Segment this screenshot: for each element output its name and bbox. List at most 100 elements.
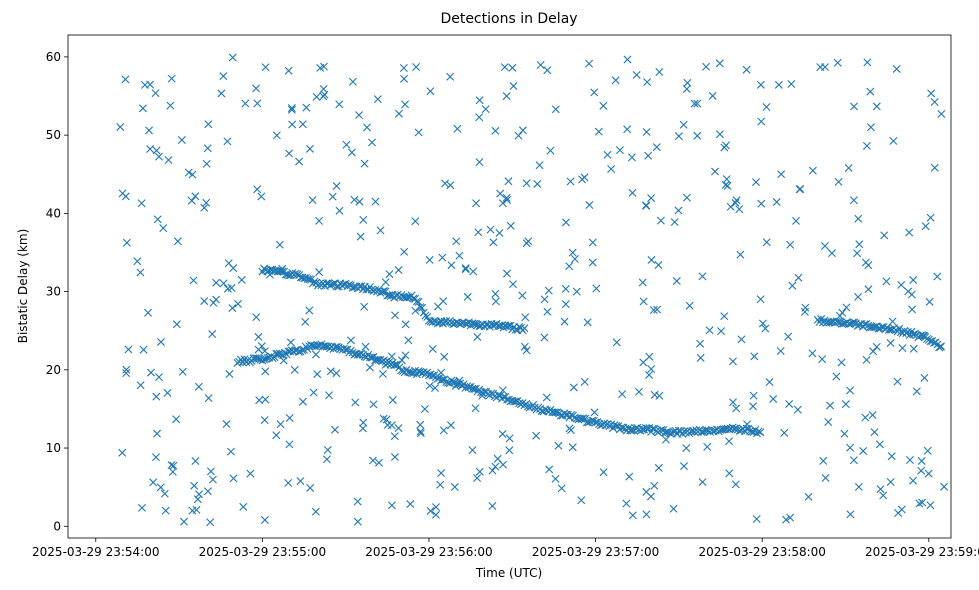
scatter-point xyxy=(146,145,155,154)
scatter-point xyxy=(411,217,420,226)
scatter-point xyxy=(915,499,924,508)
scatter-point xyxy=(401,320,410,329)
scatter-point xyxy=(930,163,939,172)
scatter-point xyxy=(446,421,455,430)
scatter-point xyxy=(735,205,744,214)
scatter-point xyxy=(193,495,202,504)
scatter-point xyxy=(190,481,199,490)
scatter-point xyxy=(794,273,803,282)
scatter-point xyxy=(544,286,553,295)
scatter-point xyxy=(502,269,511,278)
scatter-point xyxy=(603,150,612,159)
track-point xyxy=(468,319,477,328)
scatter-point xyxy=(912,387,921,396)
scatter-point xyxy=(189,276,198,285)
scatter-point xyxy=(808,349,817,358)
scatter-point xyxy=(488,502,497,511)
scatter-point xyxy=(737,335,746,344)
scatter-point xyxy=(166,101,175,110)
scatter-point xyxy=(670,218,679,227)
scatter-point xyxy=(184,168,193,177)
scatter-point xyxy=(588,238,597,247)
scatter-point xyxy=(285,413,294,422)
scatter-point xyxy=(561,284,570,293)
scatter-point xyxy=(330,425,339,434)
track-point xyxy=(499,393,508,401)
scatter-point xyxy=(841,400,850,409)
scatter-point xyxy=(144,308,153,317)
track-point xyxy=(385,291,394,300)
scatter-point xyxy=(618,390,627,399)
scatter-point xyxy=(682,444,691,453)
scatter-point xyxy=(414,128,423,137)
scatter-point xyxy=(923,446,932,455)
scatter-point xyxy=(649,306,658,315)
scatter-point xyxy=(463,292,472,301)
scatter-point xyxy=(909,276,918,285)
scatter-point xyxy=(588,258,597,267)
scatter-point xyxy=(590,88,599,97)
scatter-point xyxy=(498,429,507,438)
scatter-point xyxy=(202,159,211,168)
scatter-point xyxy=(285,440,294,449)
y-tick-label: 50 xyxy=(46,128,61,142)
scatter-point xyxy=(702,62,711,71)
scatter-point xyxy=(178,367,187,376)
scatter-point xyxy=(599,101,608,110)
scatter-point xyxy=(188,170,197,179)
scatter-point xyxy=(826,401,835,410)
scatter-point xyxy=(156,483,165,492)
scatter-point xyxy=(784,332,793,341)
scatter-point xyxy=(725,437,734,446)
scatter-point xyxy=(772,198,781,207)
track-point xyxy=(468,384,477,393)
scatter-point xyxy=(391,311,400,320)
scatter-point xyxy=(241,99,250,108)
scatter-point xyxy=(693,99,702,108)
scatter-point xyxy=(138,104,147,113)
scatter-point xyxy=(434,302,443,311)
scatter-point xyxy=(319,85,328,93)
scatter-point xyxy=(703,442,712,451)
track-point xyxy=(687,427,696,436)
scatter-point xyxy=(536,61,545,69)
scatter-point xyxy=(761,324,770,333)
scatter-point xyxy=(557,484,566,493)
scatter-point xyxy=(229,474,238,483)
scatter-point xyxy=(568,443,577,452)
scatter-point xyxy=(496,189,505,198)
scatter-point xyxy=(758,319,767,328)
scatter-point xyxy=(849,456,858,465)
scatter-point xyxy=(348,77,357,86)
scatter-point xyxy=(332,182,341,191)
scatter-point xyxy=(288,120,297,129)
scatter-point xyxy=(864,285,873,294)
scatter-point xyxy=(208,330,217,339)
scatter-point xyxy=(879,491,888,500)
scatter-point xyxy=(253,99,262,108)
scatter-point xyxy=(543,66,552,75)
scatter-point xyxy=(298,397,307,406)
scatter-point xyxy=(717,327,726,336)
scatter-point xyxy=(777,170,786,179)
scatter-point xyxy=(260,515,269,524)
scatter-point xyxy=(876,485,885,494)
scatter-point xyxy=(925,297,934,306)
scatter-point xyxy=(542,393,551,402)
scatter-point xyxy=(124,345,133,354)
scatter-point xyxy=(315,268,324,277)
scatter-point xyxy=(682,193,691,202)
scatter-point xyxy=(473,474,482,483)
scatter-point xyxy=(905,455,914,464)
scatter-point xyxy=(212,278,221,287)
scatter-point xyxy=(921,222,930,231)
scatter-point xyxy=(323,445,332,454)
scatter-point xyxy=(762,238,771,247)
scatter-point xyxy=(491,126,500,135)
scatter-point xyxy=(355,197,364,206)
scatter-point xyxy=(284,66,293,75)
y-tick-label: 60 xyxy=(46,50,61,64)
scatter-point xyxy=(192,505,201,514)
x-axis-label: Time (UTC) xyxy=(475,566,542,580)
scatter-point xyxy=(260,416,269,425)
